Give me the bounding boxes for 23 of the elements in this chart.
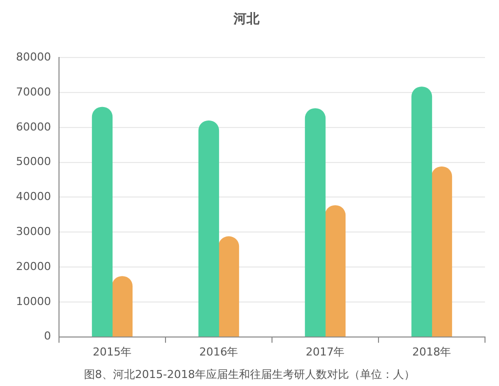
x-tick-label: 2018年	[412, 345, 452, 358]
y-tick-label: 60000	[16, 120, 51, 134]
y-tick-label: 40000	[16, 190, 51, 204]
y-tick-label: 20000	[16, 260, 51, 273]
chart-title: 河北	[232, 12, 260, 28]
bar	[92, 106, 113, 337]
bar	[324, 205, 346, 337]
x-tick-label: 2017年	[306, 345, 345, 358]
y-tick-label: 10000	[16, 294, 51, 308]
y-tick-label: 80000	[16, 50, 51, 64]
y-tick-label: 30000	[16, 224, 51, 238]
bar	[431, 166, 452, 337]
bar	[411, 86, 432, 337]
bar	[198, 120, 220, 337]
x-tick-label: 2015年	[92, 345, 132, 358]
bar	[218, 236, 240, 337]
caption: 图8、河北2015-2018年应届生和往届生考研人数对比（单位：人）	[84, 368, 415, 381]
y-tick-label: 0	[44, 330, 51, 343]
x-tick-label: 2016年	[199, 345, 238, 358]
bar	[112, 276, 133, 337]
bar	[304, 108, 326, 337]
y-tick-label: 70000	[16, 85, 51, 98]
y-tick-label: 50000	[16, 155, 51, 168]
